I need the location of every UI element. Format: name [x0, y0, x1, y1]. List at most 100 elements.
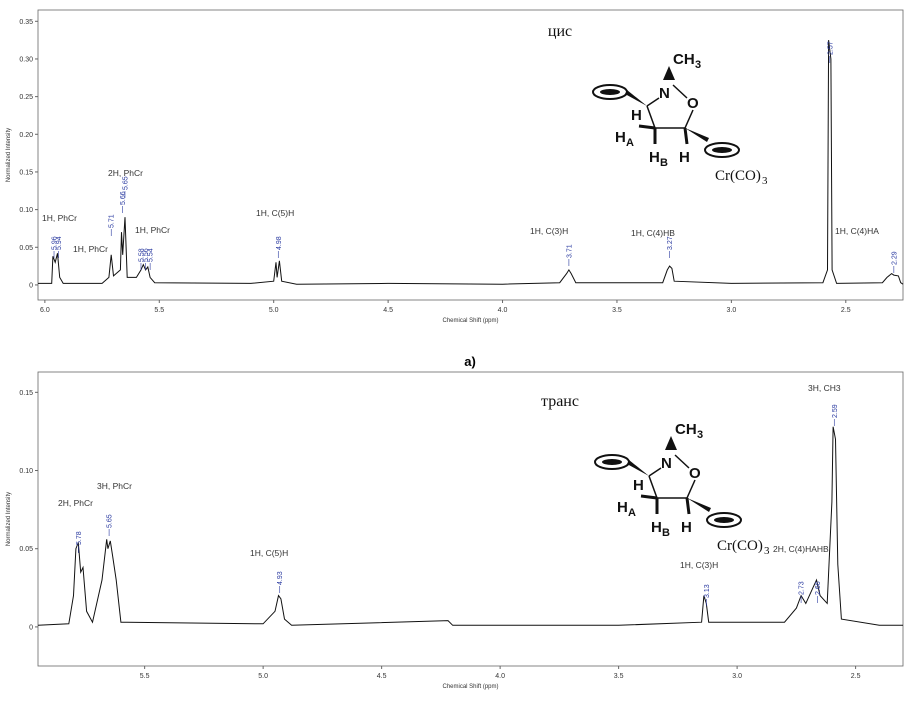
label: Cr(CO) [717, 538, 763, 554]
label: 3 [764, 545, 770, 557]
label: H [631, 107, 642, 124]
y-axis-label: Normalized Intensity [6, 492, 12, 546]
peak-label: 4.98 [276, 236, 283, 250]
title: транс [541, 393, 579, 410]
peak-label: 5.94 [56, 236, 63, 250]
assignment: 1H, C(3)H [530, 226, 568, 236]
wedge [663, 66, 675, 80]
x-tick-label: 5.0 [258, 673, 268, 680]
phenyl-ring [714, 517, 734, 523]
wedge [627, 460, 649, 476]
assignment: 1H, C(4)HB [631, 228, 675, 238]
wedge [665, 436, 677, 450]
peak-label: 5.66 [120, 191, 127, 205]
x-tick-label: 5.0 [269, 307, 279, 314]
wedge [687, 498, 711, 512]
label: N [659, 85, 670, 102]
x-tick-label: 5.5 [140, 673, 150, 680]
label: A [628, 507, 636, 519]
plot-frame [37, 9, 904, 301]
x-tick-label: 4.0 [495, 673, 505, 680]
phenyl-ring [712, 147, 732, 153]
spectrum [37, 426, 903, 626]
x-tick-label: 4.5 [377, 673, 387, 680]
label: Cr(CO) [715, 168, 761, 184]
bond [672, 84, 688, 99]
assignment: 2H, PhCr [58, 498, 93, 508]
x-tick-label: 2.5 [841, 307, 851, 314]
label: H [633, 477, 644, 494]
y-tick-label: 0.25 [19, 94, 33, 101]
assignment: 3H, CH3 [808, 383, 841, 393]
label: H [651, 519, 662, 536]
bond [648, 467, 662, 477]
peak-label: 2.73 [799, 581, 806, 595]
label: N [661, 455, 672, 472]
y-tick-label: 0 [29, 624, 33, 631]
peak-label: 5.56 [143, 248, 150, 262]
spectrum [38, 40, 904, 285]
label: H [615, 129, 626, 146]
bond [648, 475, 658, 499]
bond [646, 97, 660, 107]
bond [683, 127, 689, 145]
y-tick-label: 0.15 [19, 169, 33, 176]
y-tick-label: 0.10 [19, 468, 33, 475]
bond [684, 109, 694, 129]
assignment: 1H, PhCr [135, 225, 170, 235]
label: H [617, 499, 628, 516]
x-axis-label: Chemical Shift (ppm) [442, 684, 498, 690]
peak-label: 2.29 [891, 251, 898, 265]
x-tick-label: 4.0 [498, 307, 508, 314]
plot-frame [37, 371, 904, 667]
bond [686, 479, 696, 499]
x-tick-label: 3.0 [727, 307, 737, 314]
peak-label: 4.93 [277, 571, 284, 585]
label: 3 [695, 59, 701, 71]
peak-label: 5.65 [122, 176, 129, 190]
label: O [689, 465, 701, 482]
peak-label: 5.65 [107, 514, 114, 528]
x-tick-label: 3.0 [732, 673, 742, 680]
label: H [681, 519, 692, 536]
x-tick-label: 2.5 [851, 673, 861, 680]
label: H [679, 149, 690, 166]
x-tick-label: 3.5 [612, 307, 622, 314]
label: A [626, 137, 634, 149]
peak-label: 2.59 [832, 404, 839, 418]
bond [685, 497, 691, 515]
label: 3 [697, 429, 703, 441]
assignment: 2H, PhCr [108, 168, 143, 178]
phenyl [706, 512, 742, 528]
x-tick-label: 6.0 [40, 307, 50, 314]
x-tick-label: 4.5 [383, 307, 393, 314]
assignment: 1H, PhCr [42, 213, 77, 223]
y-tick-label: 0.35 [19, 19, 33, 26]
peak-label: 5.58 [138, 248, 145, 262]
label: B [662, 527, 670, 539]
peak-label: 3.13 [704, 584, 711, 598]
phenyl [704, 142, 740, 158]
bond [674, 454, 690, 469]
peak-label: 5.96 [52, 236, 59, 250]
phenyl-ring [602, 459, 622, 465]
label: 3 [762, 175, 768, 187]
peak-label: 2.66 [815, 581, 822, 595]
assignment: 1H, C(3)H [680, 560, 718, 570]
wedge [625, 90, 647, 106]
y-tick-label: 0.20 [19, 132, 33, 139]
peak-label: 3.71 [566, 244, 573, 258]
bond [638, 124, 656, 130]
y-tick-label: 0.05 [19, 245, 33, 252]
caption: a) [464, 354, 476, 369]
assignment: 2H, C(4)HAHB [773, 544, 829, 554]
assignment: 1H, C(4)HA [835, 226, 879, 236]
bond [640, 494, 658, 500]
phenyl [594, 454, 630, 470]
y-tick-label: 0 [29, 282, 33, 289]
y-tick-label: 0.05 [19, 546, 33, 553]
phenyl [592, 84, 628, 100]
